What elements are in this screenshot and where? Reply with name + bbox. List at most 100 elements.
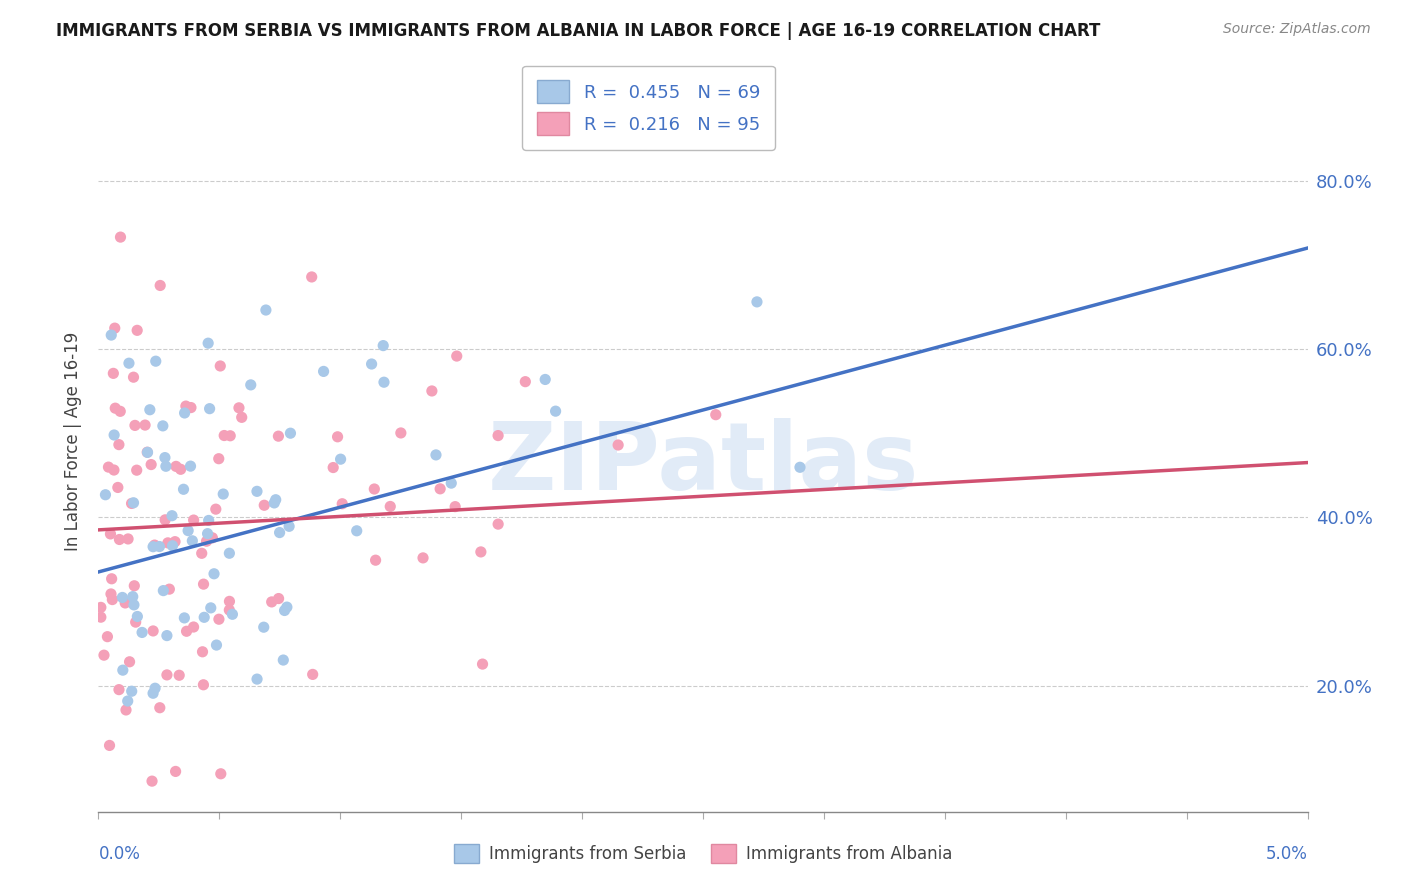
Point [204,502,226,516]
Point [100,527,122,541]
Point [141,458,163,472]
Text: 5.0%: 5.0% [1265,846,1308,863]
Point [155,459,177,474]
Point [312,364,335,378]
Point [108,437,131,451]
Point [264,492,287,507]
Point [142,624,165,638]
Point [160,508,183,523]
Point [153,513,176,527]
Point [94,488,117,502]
Point [136,445,159,459]
Point [117,694,139,708]
Point [704,408,727,422]
Point [219,429,242,443]
Point [745,294,768,309]
Point [446,349,468,363]
Point [190,546,212,560]
Point [254,303,277,318]
Point [534,372,557,386]
Point [486,517,509,532]
Point [108,682,131,697]
Point [107,480,129,494]
Point [96,630,118,644]
Point [127,323,149,337]
Point [167,668,190,682]
Point [111,591,134,605]
Point [179,459,201,474]
Point [544,404,567,418]
Point [205,638,228,652]
Point [301,269,323,284]
Point [100,328,122,343]
Point [110,404,132,418]
Point [263,496,285,510]
Point [208,451,231,466]
Y-axis label: In Labor Force | Age 16-19: In Labor Force | Age 16-19 [65,332,83,551]
Point [360,357,382,371]
Point [136,445,159,459]
Point [122,598,145,612]
Point [267,591,290,606]
Point [470,545,492,559]
Point [115,703,138,717]
Point [218,546,240,560]
Point [267,429,290,443]
Point [276,600,298,615]
Point [212,428,235,442]
Point [100,587,122,601]
Point [197,336,219,351]
Point [90,600,112,615]
Point [174,399,197,413]
Point [420,384,443,398]
Point [193,678,215,692]
Point [149,700,172,714]
Text: Source: ZipAtlas.com: Source: ZipAtlas.com [1223,22,1371,37]
Point [183,513,205,527]
Point [165,764,187,779]
Point [197,526,219,541]
Point [201,531,224,545]
Point [124,615,146,629]
Point [221,607,243,622]
Point [108,533,131,547]
Point [162,539,184,553]
Point [218,603,240,617]
Point [209,766,232,780]
Point [231,410,253,425]
Point [180,401,202,415]
Point [111,663,134,677]
Point [117,532,139,546]
Point [127,609,149,624]
Point [121,590,143,604]
Point [607,438,630,452]
Point [153,450,176,465]
Point [173,483,195,497]
Point [124,579,146,593]
Point [373,375,395,389]
Text: 0.0%: 0.0% [98,846,141,863]
Point [471,657,494,671]
Point [197,513,219,527]
Point [301,667,323,681]
Point [412,550,434,565]
Point [121,496,143,510]
Point [195,534,218,549]
Point [177,524,200,538]
Point [198,401,221,416]
Point [141,774,163,789]
Point [209,359,232,373]
Legend: Immigrants from Serbia, Immigrants from Albania: Immigrants from Serbia, Immigrants from … [447,838,959,870]
Point [322,460,344,475]
Point [444,500,467,514]
Point [246,484,269,499]
Point [152,583,174,598]
Point [202,566,225,581]
Point [103,428,125,442]
Point [326,430,349,444]
Point [193,577,215,591]
Point [152,418,174,433]
Point [110,230,132,244]
Point [118,356,141,370]
Point [789,460,811,475]
